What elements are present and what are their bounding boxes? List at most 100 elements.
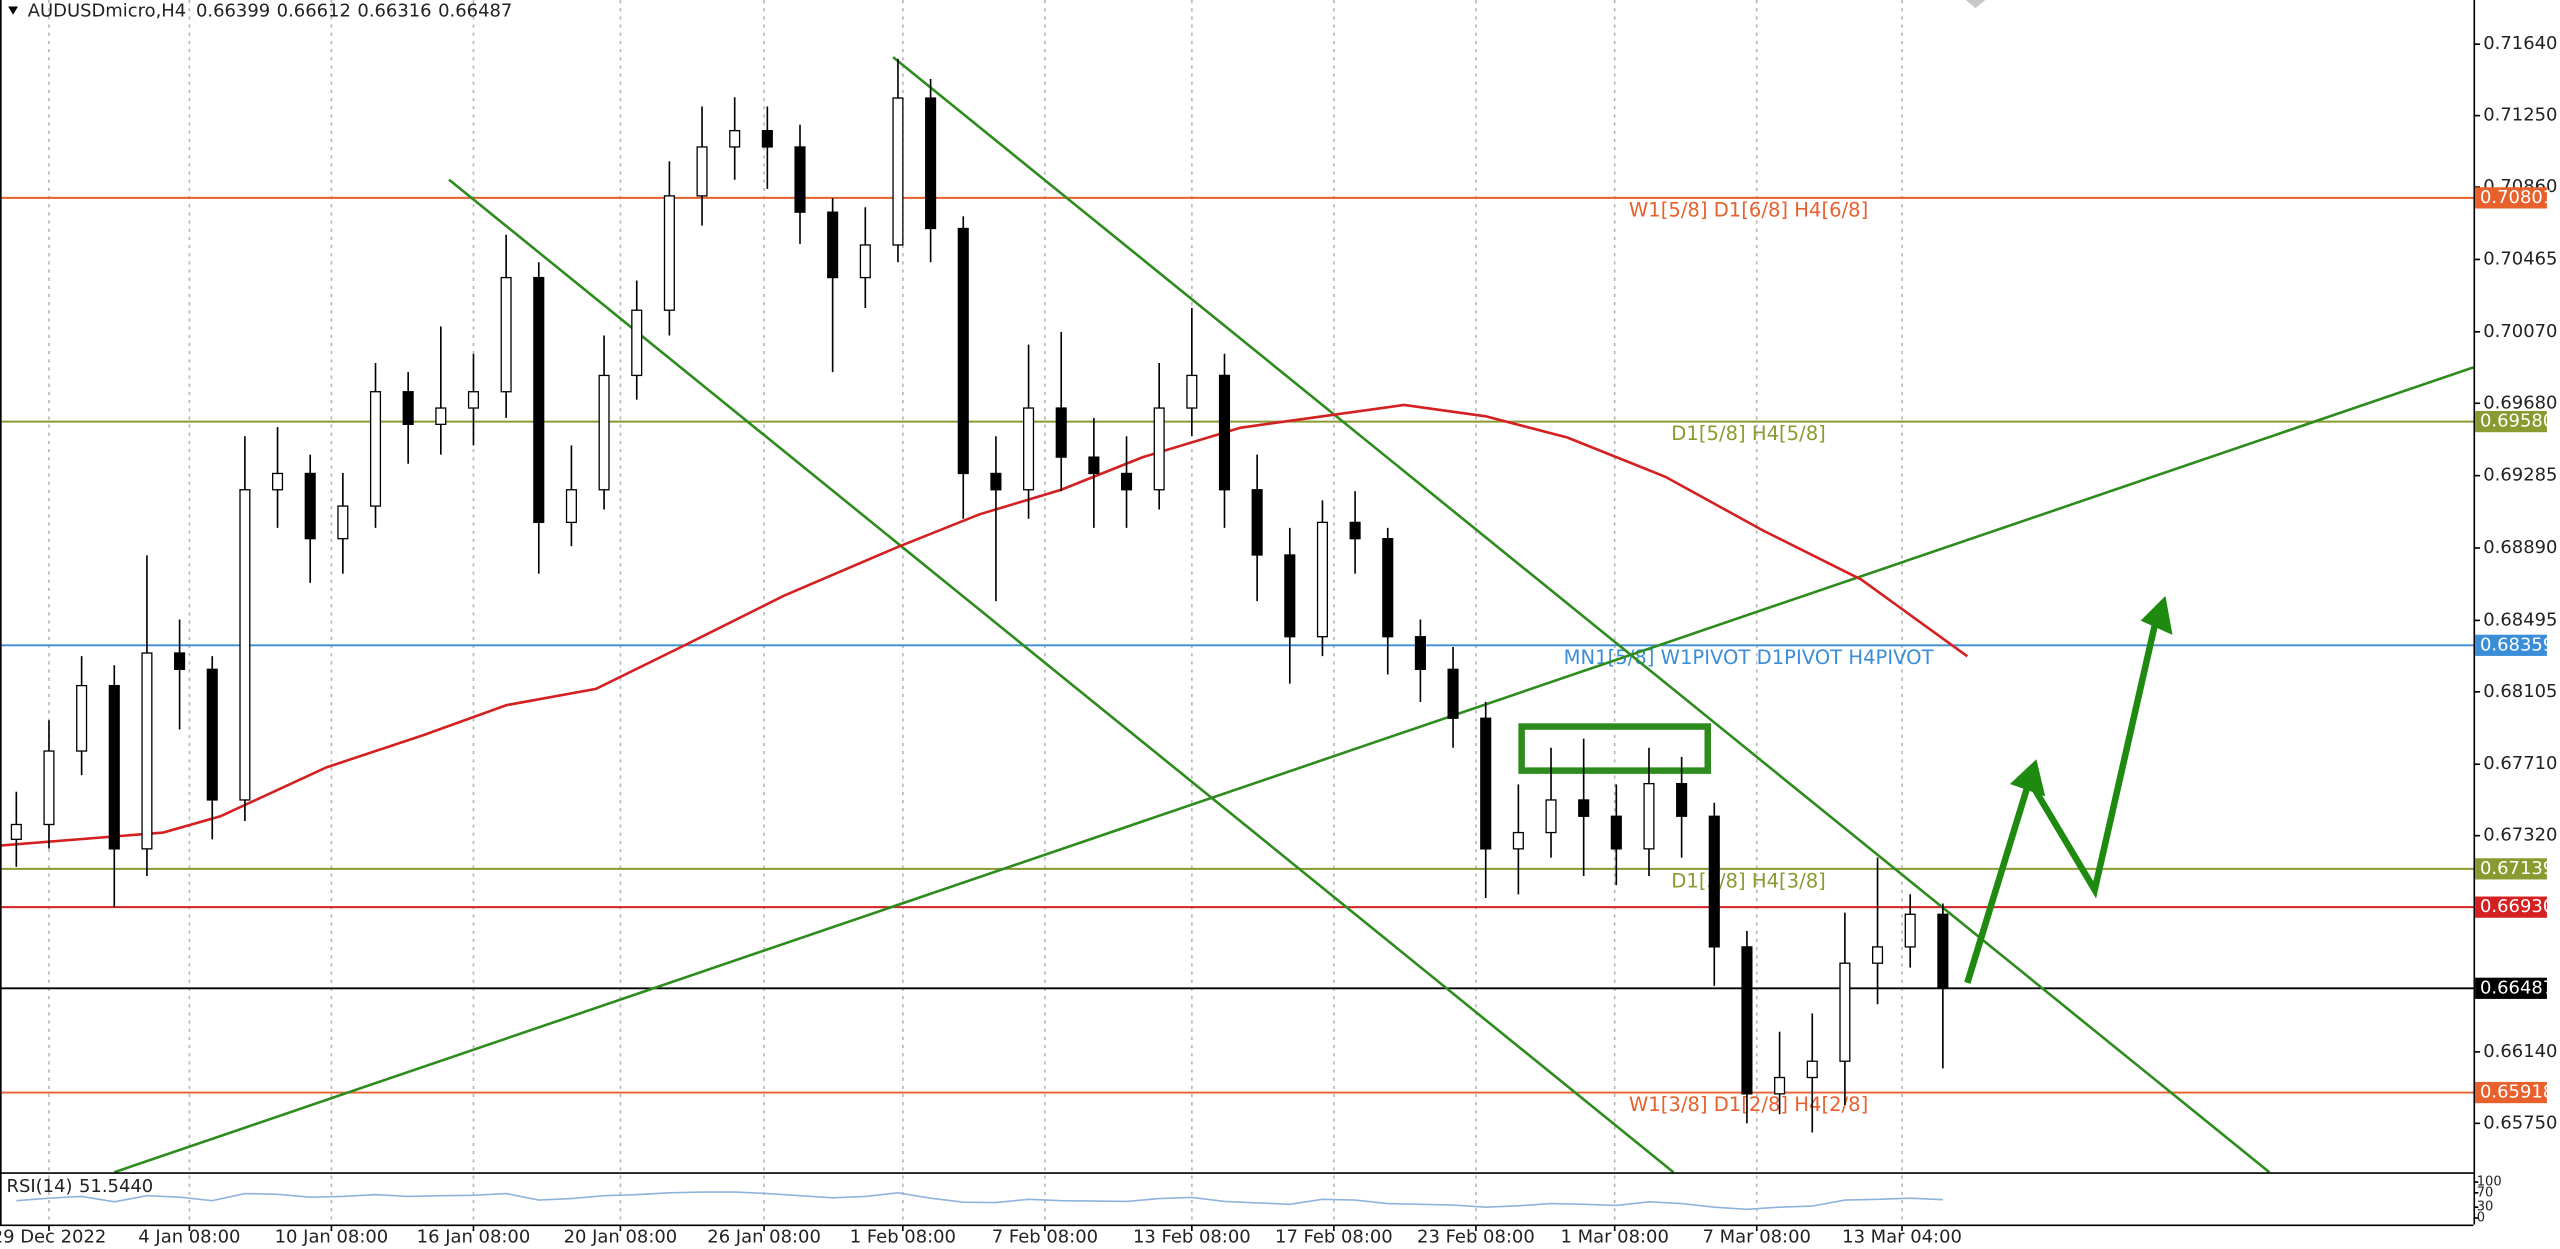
- header-value: 0.66612: [277, 0, 351, 21]
- candle-body: [1676, 782, 1688, 817]
- candle-body: [598, 374, 610, 491]
- drawings: [113, 56, 2474, 1174]
- candle-body: [1904, 913, 1916, 948]
- candle-body: [631, 309, 643, 377]
- candle-body: [1088, 456, 1100, 475]
- rsi-value: 51.5440: [79, 1176, 153, 1197]
- candle-body: [1218, 374, 1231, 491]
- price-label: 0.65918: [2480, 1082, 2554, 1103]
- y-tick-label: 0.65750: [2483, 1112, 2557, 1133]
- x-tick-label: 1 Feb 08:00: [850, 1227, 956, 1248]
- x-tick-label: 29 Dec 2022: [0, 1227, 106, 1248]
- candle-body: [1806, 1060, 1818, 1079]
- level-label: D1[5/8] H4[5/8]: [1671, 422, 1826, 445]
- rsi-header: RSI(14) 51.5440: [7, 1176, 154, 1197]
- candle-body: [304, 472, 316, 540]
- candle-body: [957, 227, 969, 475]
- y-tick-label: 0.68495: [2483, 609, 2557, 630]
- y-tick-label: 0.70465: [2483, 248, 2557, 269]
- candle-body: [1872, 946, 1884, 964]
- x-tick-label: 13 Feb 08:00: [1133, 1227, 1251, 1248]
- candle-body: [827, 211, 839, 279]
- candle-body: [990, 472, 1002, 491]
- price-label-bg: [2475, 410, 2547, 433]
- candle-body: [272, 472, 284, 491]
- candle-body: [43, 750, 55, 826]
- rsi-tick-label: 30: [2477, 1200, 2494, 1215]
- candle-body: [892, 97, 904, 246]
- price-label: 0.66487: [2480, 977, 2554, 998]
- level-label: W1[5/8] D1[6/8] H4[6/8]: [1629, 198, 1868, 221]
- candle-body: [663, 195, 675, 311]
- arrow-head: [2140, 595, 2173, 635]
- level-label: MN1[5/8] W1PIVOT D1PIVOT H4PIVOT: [1564, 646, 1935, 669]
- candle-body: [337, 505, 349, 540]
- rsi-title: RSI(14): [7, 1176, 73, 1197]
- trend-line: [113, 366, 2474, 1174]
- candle-body: [1512, 831, 1524, 850]
- y-tick-label: 0.69680: [2483, 392, 2557, 413]
- y-tick-label: 0.68890: [2483, 537, 2557, 558]
- header-value: 0.66487: [438, 0, 512, 21]
- candles-layer: [10, 58, 1949, 1133]
- candle-body: [1382, 538, 1394, 638]
- candle-body: [565, 489, 577, 524]
- x-tick-label: 16 Jan 08:00: [417, 1227, 531, 1248]
- candle-body: [369, 391, 382, 507]
- level-label: W1[3/8] D1[2/8] H4[2/8]: [1629, 1093, 1868, 1116]
- zone-box: [1518, 723, 1712, 774]
- candle-body: [1839, 962, 1851, 1062]
- price-label-bg: [2475, 187, 2547, 209]
- candle-body: [1643, 782, 1655, 850]
- x-tick-label: 13 Mar 04:00: [1842, 1227, 1962, 1248]
- candle-body: [1610, 815, 1622, 850]
- x-tick-label: 7 Feb 08:00: [992, 1227, 1098, 1248]
- price-label-bg: [2475, 896, 2547, 918]
- symbol: AUDUSDmicro,H4: [28, 0, 186, 21]
- axis-layer: 29 Dec 2022 4 Jan 08:00 10 Jan 08:00 16 Jan…: [0, 33, 2557, 1247]
- price-label-bg: [2475, 858, 2547, 880]
- candle-body: [108, 684, 120, 850]
- candle-body: [925, 97, 937, 230]
- candle-body: [1284, 554, 1296, 638]
- candle-body: [729, 129, 741, 148]
- candle-body: [1937, 913, 1949, 989]
- candle-body: [794, 146, 806, 213]
- price-label: 0.68359: [2480, 634, 2554, 655]
- candle-body: [467, 391, 480, 409]
- arrow-head: [2009, 759, 2046, 797]
- candle-body: [1545, 799, 1557, 834]
- candle-body: [402, 391, 414, 426]
- candle-body: [1741, 946, 1753, 1095]
- x-tick-label: 1 Mar 08:00: [1561, 1227, 1669, 1248]
- rsi-tick-label: 70: [2477, 1185, 2494, 1200]
- y-tick-label: 0.67320: [2483, 825, 2557, 846]
- candle-body: [174, 652, 186, 670]
- price-label: 0.70801: [2480, 187, 2554, 208]
- price-label: 0.67139: [2480, 858, 2554, 879]
- candle-body: [206, 668, 218, 801]
- candle-body: [76, 684, 88, 752]
- x-tick-label: 17 Feb 08:00: [1275, 1227, 1393, 1248]
- x-tick-label: 4 Jan 08:00: [138, 1227, 240, 1248]
- price-label-bg: [2475, 634, 2547, 656]
- y-tick-label: 0.66140: [2483, 1041, 2557, 1062]
- price-label: 0.69580: [2480, 411, 2554, 432]
- candle-body: [1447, 668, 1459, 719]
- y-tick-label: 0.67710: [2483, 753, 2557, 774]
- x-tick-label: 26 Jan 08:00: [707, 1227, 821, 1248]
- candle-body: [1120, 472, 1133, 491]
- candle-body: [696, 146, 708, 197]
- price-label-bg: [2475, 1081, 2547, 1104]
- x-tick-label: 20 Jan 08:00: [564, 1227, 678, 1248]
- level-label: D1[3/8] H4[3/8]: [1671, 869, 1826, 892]
- y-tick-label: 0.71250: [2483, 105, 2557, 126]
- marker: [1965, 0, 1986, 9]
- x-tick-label: 23 Feb 08:00: [1417, 1227, 1535, 1248]
- trend-line: [448, 178, 1675, 1174]
- candle-body: [1055, 407, 1067, 458]
- candle-body: [761, 129, 773, 148]
- candle-body: [1316, 521, 1329, 638]
